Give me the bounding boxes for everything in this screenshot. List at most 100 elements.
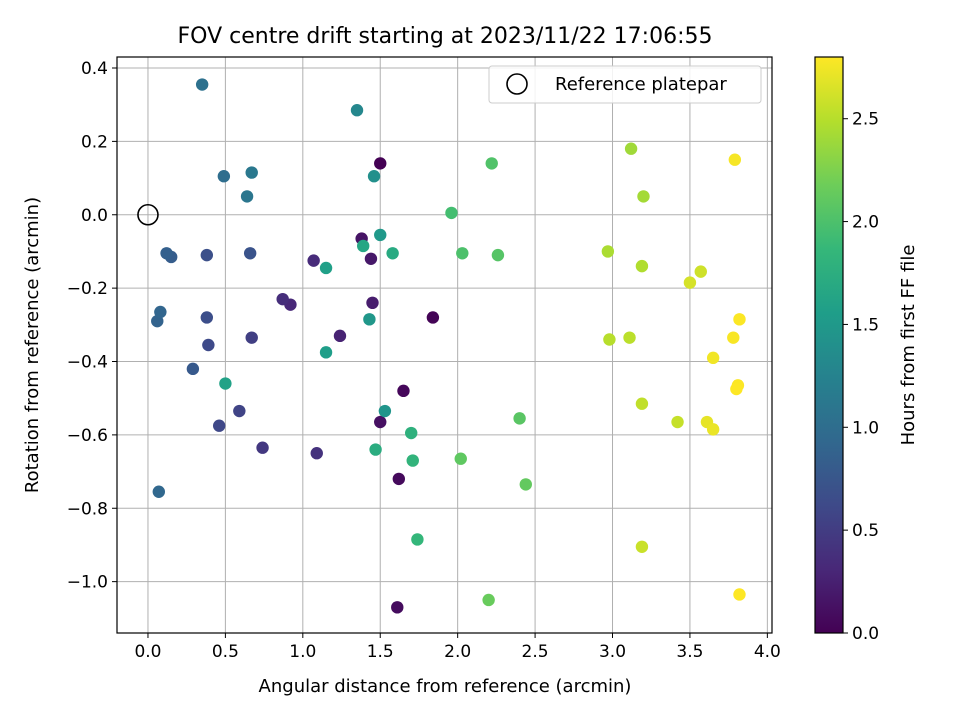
scatter-point: [374, 228, 387, 242]
scatter-point: [405, 426, 418, 440]
y-tick-label: 0.2: [81, 132, 108, 152]
x-tick-label: 1.0: [289, 642, 316, 662]
scatter-point: [601, 245, 615, 258]
scatter-point: [397, 384, 410, 398]
y-tick-label: −0.4: [67, 353, 108, 373]
colorbar-frame: [814, 56, 844, 634]
scatter-point: [392, 472, 406, 486]
scatter-point: [319, 346, 333, 359]
scatter-point: [200, 248, 214, 262]
colorbar-gradient: [815, 57, 843, 633]
x-axis-ticks: 0.0 0.5 1.0 1.5 2.0 2.5 3.0 3.5 4.0: [134, 633, 781, 662]
x-tick-label: 2.5: [522, 642, 549, 662]
y-tick-label: −0.6: [67, 426, 108, 446]
scatter-point: [706, 351, 720, 365]
scatter-point: [623, 331, 636, 344]
scatter-point: [160, 247, 173, 260]
scatter-point: [378, 404, 392, 418]
colorbar-label: Hours from first FF file: [898, 245, 919, 446]
scatter-point: [733, 588, 746, 601]
scatter-point: [635, 540, 649, 553]
scatter-point: [374, 157, 387, 170]
x-tick-label: 2.0: [444, 642, 471, 662]
scatter-point: [374, 415, 387, 429]
scatter-point: [333, 329, 347, 343]
scatter-point: [635, 397, 649, 410]
scatter-point: [366, 296, 379, 310]
reference-platepar-marker: [137, 203, 159, 226]
colorbar-ticks: 0.0 0.5 1.0 1.5 2.0 2.5: [843, 110, 879, 644]
y-tick-label: 0.4: [81, 59, 108, 79]
scatter-point: [706, 423, 720, 436]
scatter-point: [694, 265, 707, 278]
scatter-point: [683, 276, 697, 289]
scatter-point: [491, 248, 505, 262]
scatter-point: [624, 142, 638, 155]
colorbar-tick-label: 0.0: [852, 624, 879, 644]
scatter-point: [310, 447, 323, 460]
x-tick-label: 4.0: [754, 642, 781, 662]
scatter-point: [240, 190, 254, 203]
colorbar-tick-label: 0.5: [852, 521, 879, 541]
scatter-point: [364, 252, 378, 265]
scatter-point: [426, 311, 440, 324]
plot-background: [117, 57, 772, 633]
scatter-point: [391, 601, 404, 614]
x-tick-label: 1.5: [367, 642, 394, 662]
x-tick-label: 0.0: [134, 642, 161, 662]
scatter-point: [245, 331, 258, 344]
scatter-point: [386, 247, 399, 260]
scatter-point: [519, 478, 532, 491]
scatter-point: [217, 170, 231, 183]
scatter-point: [637, 190, 650, 203]
scatter-point: [319, 261, 333, 275]
plot-area: [116, 56, 773, 634]
scatter-point: [350, 103, 364, 117]
legend: Reference platepar: [488, 65, 762, 104]
scatter-point: [730, 382, 743, 396]
y-tick-label: −1.0: [67, 573, 108, 593]
scatter-point: [245, 166, 258, 179]
scatter-point: [454, 452, 467, 465]
scatter-point: [727, 331, 740, 344]
scatter-point: [411, 533, 424, 546]
colorbar-tick-label: 2.5: [852, 110, 879, 130]
scatter-point: [233, 404, 246, 418]
y-tick-label: 0.0: [81, 206, 108, 226]
scatter-point: [186, 362, 200, 376]
scatter-point: [367, 170, 381, 183]
x-axis-label: Angular distance from reference (arcmin): [259, 676, 632, 697]
colorbar-tick-label: 2.0: [852, 213, 879, 233]
colorbar-tick-label: 1.5: [852, 315, 879, 335]
scatter-point: [243, 247, 257, 260]
scatter-point: [485, 157, 498, 170]
scatter-point: [357, 239, 370, 253]
y-axis-label: Rotation from reference (arcmin): [22, 197, 43, 493]
scatter-point: [212, 419, 226, 432]
x-tick-label: 3.5: [676, 642, 703, 662]
colorbar-tick-label: 1.0: [852, 418, 879, 438]
x-tick-label: 3.0: [599, 642, 626, 662]
scatter-point: [603, 333, 616, 346]
y-tick-label: −0.2: [67, 279, 108, 299]
scatter-point: [276, 292, 289, 306]
scatter-point: [445, 206, 458, 220]
scatter-point: [154, 305, 167, 319]
plot-frame: [116, 56, 773, 634]
scatter-point: [456, 247, 469, 260]
scatter-point: [406, 454, 419, 467]
scatter-point: [671, 415, 684, 429]
scatter-point: [482, 593, 495, 607]
legend-marker-icon: [506, 73, 528, 95]
scatter-point: [363, 313, 376, 326]
scatter-point: [513, 412, 526, 425]
scatter-point: [200, 311, 214, 324]
y-axis-ticks: −1.0 −0.8 −0.6 −0.4 −0.2 0.0 0.2 0.4: [67, 59, 117, 593]
scatter-point: [733, 313, 746, 326]
colorbar: 0.0 0.5 1.0 1.5 2.0 2.5 Hours from first FF f…: [814, 56, 919, 644]
y-tick-label: −0.8: [67, 499, 108, 519]
scatter-point: [195, 78, 209, 91]
scatter-point: [369, 443, 382, 456]
scatter-point: [152, 485, 166, 498]
